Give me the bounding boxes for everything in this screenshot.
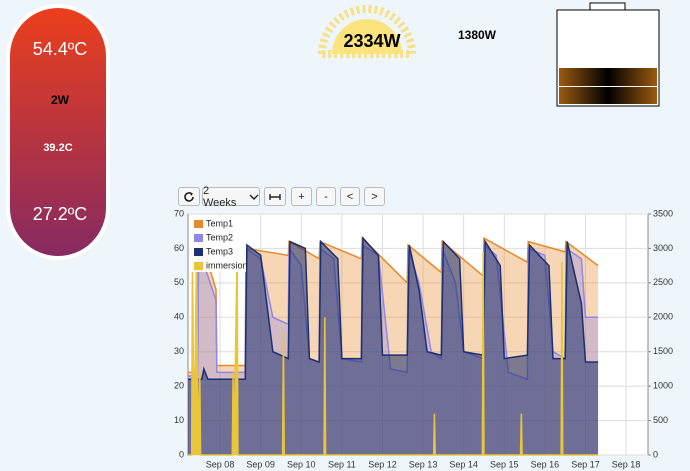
y2-tick-label: 3500 [653, 208, 673, 218]
fit-button[interactable] [264, 187, 286, 206]
y-tick-label: 20 [174, 381, 184, 391]
legend-swatch [194, 220, 203, 228]
tank-gauge [6, 4, 110, 260]
y2-tick-label: 3000 [653, 243, 673, 253]
refresh-button[interactable] [178, 187, 200, 206]
range-label: 2 Weeks [203, 184, 237, 209]
y-tick-label: 30 [174, 346, 184, 356]
prev-button[interactable]: < [340, 187, 360, 206]
y2-tick-label: 1500 [653, 346, 673, 356]
line [188, 248, 599, 456]
y2-tick-label: 0 [653, 449, 658, 459]
sun-icon [317, 5, 417, 58]
x-tick-label: Sep 10 [287, 459, 316, 469]
battery-icon [556, 2, 660, 107]
x-tick-label: Sep 18 [612, 459, 641, 469]
x-tick-label: Sep 09 [246, 459, 275, 469]
y-tick-label: 40 [174, 312, 184, 322]
y-tick-label: 10 [174, 415, 184, 425]
y2-tick-label: 1000 [653, 381, 673, 391]
zoom-in-button[interactable]: + [291, 187, 312, 206]
tank-bottom-temp: 27.2ºC [33, 204, 88, 224]
x-tick-label: Sep 15 [490, 459, 519, 469]
x-tick-label: Sep 17 [571, 459, 600, 469]
y2-tick-label: 2000 [653, 312, 673, 322]
solar-power: 2334W [343, 31, 400, 51]
line [188, 236, 599, 381]
y-tick-label: 0 [179, 449, 184, 459]
next-button[interactable]: > [364, 187, 385, 206]
y2-tick-label: 500 [653, 415, 668, 425]
area [188, 238, 599, 455]
y-tick-label: 70 [174, 208, 184, 218]
tank-top-temp: 54.4ºC [33, 39, 88, 59]
y-tick-label: 50 [174, 277, 184, 287]
legend-swatch [194, 248, 203, 256]
legend-swatch [194, 262, 203, 270]
legend-swatch [194, 234, 203, 242]
y2-tick-label: 2500 [653, 277, 673, 287]
x-tick-label: Sep 16 [531, 459, 560, 469]
refresh-icon [184, 191, 194, 202]
load-power: 1380W [458, 28, 497, 42]
x-tick-label: Sep 11 [328, 459, 356, 469]
fit-icon [269, 193, 281, 200]
select-caret [249, 194, 259, 200]
range-select[interactable]: 2 Weeks [202, 184, 260, 209]
x-tick-label: Sep 08 [206, 459, 235, 469]
x-tick-label: Sep 12 [368, 459, 397, 469]
tank-mid-temp: 39.2C [43, 142, 72, 154]
chart: 0 10 20 30 40 50 60 70 0 500 1000 1500 2000 2500 3000 3… [174, 208, 673, 469]
legend-label: Temp1 [206, 218, 233, 228]
legend-label: immersion [206, 260, 248, 270]
x-tick-label: Sep 14 [449, 459, 478, 469]
x-tick-label: Sep 13 [409, 459, 438, 469]
y-tick-label: 60 [174, 243, 184, 253]
legend-label: Temp3 [206, 246, 233, 256]
legend-label: Temp2 [206, 232, 233, 242]
zoom-out-button[interactable]: - [316, 187, 336, 206]
tank-power: 2W [51, 93, 70, 107]
